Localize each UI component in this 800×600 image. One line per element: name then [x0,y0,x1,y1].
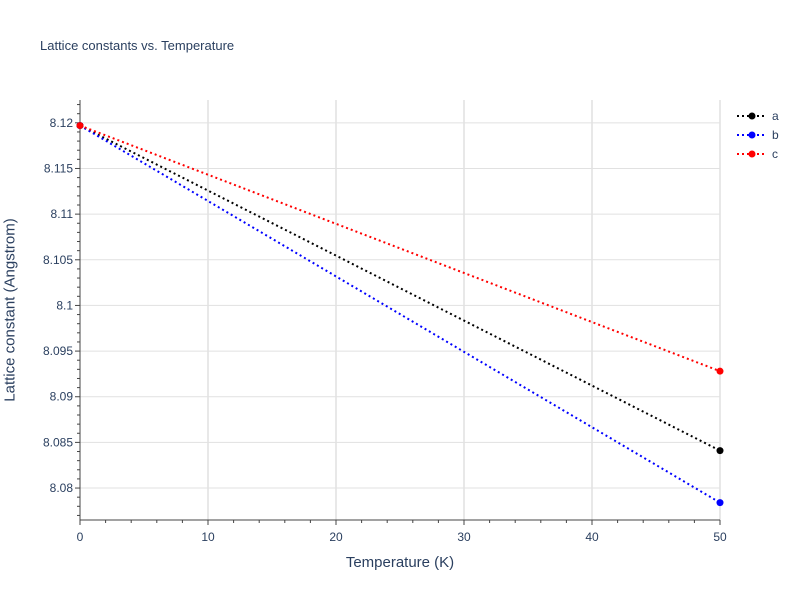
x-tick-label: 40 [585,530,599,544]
x-tick-label: 30 [457,530,471,544]
y-tick-label: 8.095 [43,344,73,358]
y-tick-label: 8.115 [44,161,73,175]
y-tick-label: 8.105 [43,253,73,267]
legend-item-c[interactable]: c [736,144,779,163]
axes: 0 10 20 30 40 50 8.08 8.085 8.09 8.095 8.1 8.105 8.1… [43,100,727,544]
y-tick-label: 8.11 [51,207,74,221]
legend-swatch [737,112,767,119]
plot-area [76,122,724,507]
series-line-a [79,124,721,452]
data-point-a [716,447,724,455]
legend-label: b [772,127,779,142]
legend-marker [748,112,756,119]
legend-item-a[interactable]: a [736,106,779,125]
y-tick-label: 8.1 [56,298,73,312]
data-point-b [716,499,724,507]
legend-swatch [737,150,767,157]
y-tick-label: 8.09 [50,390,74,404]
legend-marker [748,131,756,138]
y-tick-label: 8.085 [43,435,73,449]
legend-label: c [772,146,778,161]
y-tick-label: 8.08 [50,481,74,495]
legend-marker [748,150,756,157]
data-point-c [76,122,84,130]
series-line-b [79,124,721,504]
chart-title: Lattice constants vs. Temperature [40,38,235,53]
grid [80,100,721,520]
legend-swatch [737,131,767,138]
x-tick-label: 50 [713,530,727,544]
x-tick-label: 20 [329,530,343,544]
legend-label: a [772,108,779,123]
series-line-c [79,124,721,373]
x-axis-label: Temperature (K) [345,554,455,571]
y-tick-label: 8.12 [50,116,74,130]
legend-item-b[interactable]: b [736,125,779,144]
x-tick-label: 0 [77,530,84,544]
x-tick-label: 10 [201,530,215,544]
data-point-c [716,367,724,375]
